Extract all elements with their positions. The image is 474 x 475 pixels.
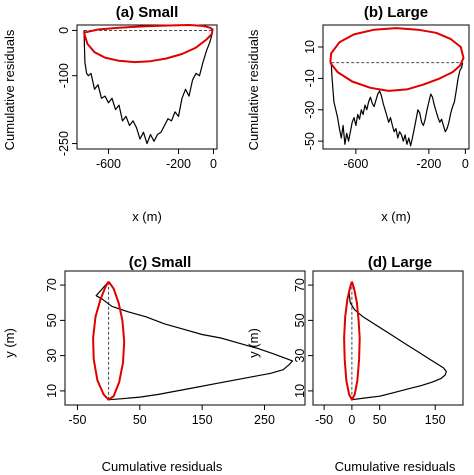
panel-c-ellipse-series [92, 281, 126, 401]
panel-c-y-tick-label: 10 [45, 384, 59, 398]
panel-d-x-tick-label: 150 [425, 413, 446, 427]
panel-d-title: (d) Large [368, 254, 432, 271]
panel-a-ellipse-series [83, 24, 214, 64]
panel-d: (d) Large Cumulative residuals y (m) -50… [246, 254, 464, 474]
panel-b-plot-box [322, 24, 470, 150]
panel-d-y-tick-label: 10 [293, 384, 307, 398]
panel-a-x-tick-label: 0 [210, 157, 217, 171]
panel-a: (a) Small x (m) Cumulative residuals -60… [2, 4, 218, 224]
panel-c-y-tick-label: 50 [45, 313, 59, 327]
panel-d-y-tick-label: 30 [293, 349, 307, 363]
panel-a-marks [83, 24, 214, 145]
panel-b-y-tick-label: -30 [303, 101, 317, 119]
panel-c-residual-path-series [95, 281, 294, 401]
panel-d-ylabel: y (m) [246, 328, 261, 358]
panel-c-x-tick-label: 250 [254, 413, 275, 427]
panel-b-ylabel: Cumulative residuals [246, 29, 261, 150]
panel-d-plot-box [312, 270, 464, 406]
panel-b-x-tick-label: 0 [462, 157, 469, 171]
panel-b-xlabel: x (m) [381, 209, 411, 224]
panel-b-marks [329, 27, 465, 147]
panel-b-y-tick-label: 10 [303, 40, 317, 54]
panel-c-marks [92, 281, 294, 401]
panel-b-x-tick-label: -600 [343, 157, 368, 171]
panel-c-plot-box [64, 270, 306, 406]
panel-d-x-tick-label: -50 [315, 413, 333, 427]
panel-b-residual-path-series [330, 62, 464, 147]
panel-b-title: (b) Large [364, 4, 428, 21]
panel-d-residual-path-series [348, 281, 447, 401]
panel-b: (b) Large x (m) Cumulative residuals -60… [246, 4, 470, 224]
panel-c-xlabel: Cumulative residuals [102, 459, 223, 474]
panel-d-xlabel: Cumulative residuals [335, 459, 456, 474]
panel-a-y-tick-label: -100 [57, 63, 71, 88]
panel-c: (c) Small Cumulative residuals y (m) -50… [2, 254, 306, 474]
panel-a-title: (a) Small [116, 4, 179, 21]
panel-d-x-tick-label: 50 [373, 413, 387, 427]
panel-c-title: (c) Small [129, 254, 192, 271]
panel-c-y-tick-label: 30 [45, 349, 59, 363]
panel-a-x-tick-label: -200 [166, 157, 191, 171]
panel-a-xlabel: x (m) [132, 209, 162, 224]
panel-c-x-tick-label: 150 [192, 413, 213, 427]
panel-b-y-tick-label: -50 [303, 132, 317, 150]
panel-d-y-tick-label: 50 [293, 313, 307, 327]
panel-c-ylabel: y (m) [2, 328, 17, 358]
panel-a-plot-box [76, 24, 218, 150]
panel-c-x-tick-label: -50 [68, 413, 86, 427]
panel-b-ellipse-series [329, 27, 465, 92]
panel-b-y-tick-label: -10 [303, 69, 317, 87]
panel-a-x-tick-label: -600 [96, 157, 121, 171]
panel-a-residual-path-series [83, 30, 214, 145]
panel-d-marks [343, 281, 447, 401]
panel-a-y-tick-label: -250 [57, 131, 71, 156]
panel-c-x-tick-label: 50 [133, 413, 147, 427]
panel-a-y-tick-label: 0 [57, 27, 71, 34]
panel-a-ylabel: Cumulative residuals [2, 29, 17, 150]
panel-d-x-tick-label: 0 [348, 413, 355, 427]
panel-d-ellipse-series [343, 281, 361, 401]
panel-c-y-tick-label: 70 [45, 278, 59, 292]
panel-b-x-tick-label: -200 [416, 157, 441, 171]
panel-d-y-tick-label: 70 [293, 278, 307, 292]
